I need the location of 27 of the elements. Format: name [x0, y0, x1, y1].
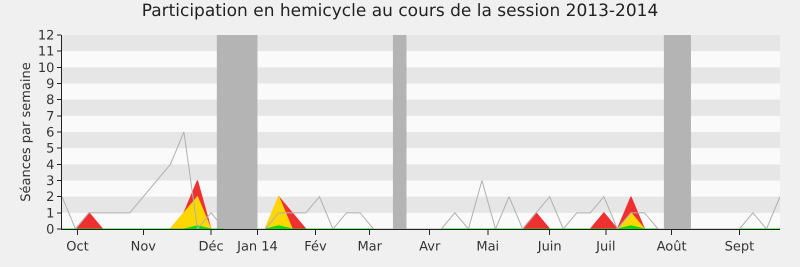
y-tick-label: 9	[46, 77, 54, 92]
x-tick-label: Avr	[419, 240, 441, 255]
y-tick-label: 6	[46, 126, 54, 141]
x-tick-label: Août	[656, 240, 687, 255]
x-tick-label: Mar	[357, 240, 383, 255]
y-tick-label: 11	[38, 44, 54, 60]
y-tick-label: 10	[38, 60, 54, 76]
y-tick-label: 1	[46, 206, 54, 222]
y-axis-title: Séances par semaine	[18, 62, 34, 202]
x-tick-label: Fév	[304, 240, 328, 255]
chart-title: Participation en hemicycle au cours de la session 2013-2014	[142, 0, 658, 21]
y-tick-label: 5	[46, 142, 54, 157]
x-tick-label: Sept	[724, 240, 754, 255]
y-tick-label: 4	[46, 158, 54, 173]
y-tick-label: 2	[46, 190, 54, 206]
x-tick-label: Nov	[130, 240, 156, 255]
y-tick-label: 3	[46, 174, 54, 190]
x-tick-label: Mai	[476, 240, 500, 255]
x-tick-label: Juil	[595, 240, 616, 255]
x-tick-label: Juin	[536, 240, 562, 255]
y-tick-label: 12	[38, 28, 54, 44]
x-tick-label: Jan 14	[236, 240, 278, 255]
x-tick-label: Oct	[66, 240, 89, 255]
y-tick-label: 8	[46, 93, 54, 108]
y-tick-label: 7	[46, 109, 54, 124]
x-tick-label: Déc	[198, 240, 224, 255]
y-tick-label: 0	[46, 222, 54, 238]
